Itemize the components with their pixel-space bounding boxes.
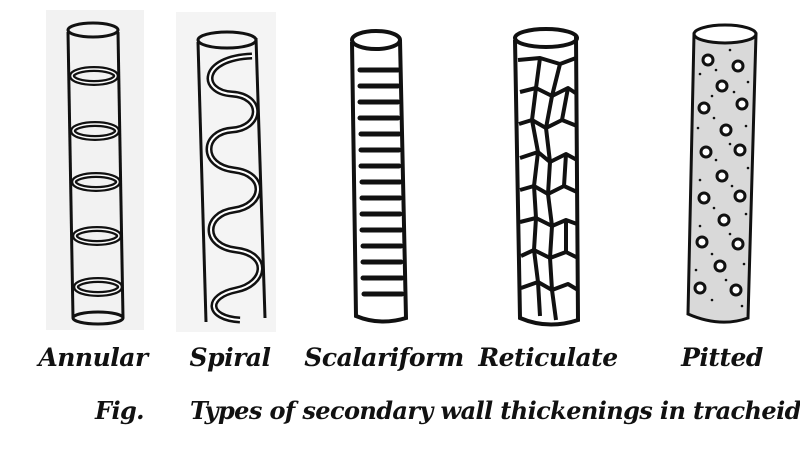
tracheid-figure xyxy=(46,10,758,332)
label-reticulate: Reticulate xyxy=(478,343,618,372)
figure-caption: Fig. Types of secondary wall thickenings… xyxy=(0,396,800,436)
label-spiral: Spiral xyxy=(189,343,271,372)
scalariform-bars xyxy=(357,67,405,297)
label-annular: Annular xyxy=(38,343,148,372)
reticulate-network xyxy=(517,56,580,321)
pits xyxy=(693,53,749,297)
label-scalariform: Scalariform xyxy=(304,343,464,372)
caption-prefix: Fig. xyxy=(95,396,145,425)
caption-text: Types of secondary wall thickenings in t… xyxy=(190,396,800,425)
label-pitted: Pitted xyxy=(681,343,763,372)
pitted-speckle xyxy=(694,48,750,308)
scalariform-tracheid xyxy=(350,29,409,324)
reticulate-tracheid xyxy=(513,27,581,327)
pitted-tracheid xyxy=(686,23,758,324)
spiral-tracheid xyxy=(196,30,267,324)
annular-panel xyxy=(46,10,144,330)
annular-tracheid xyxy=(66,21,125,326)
